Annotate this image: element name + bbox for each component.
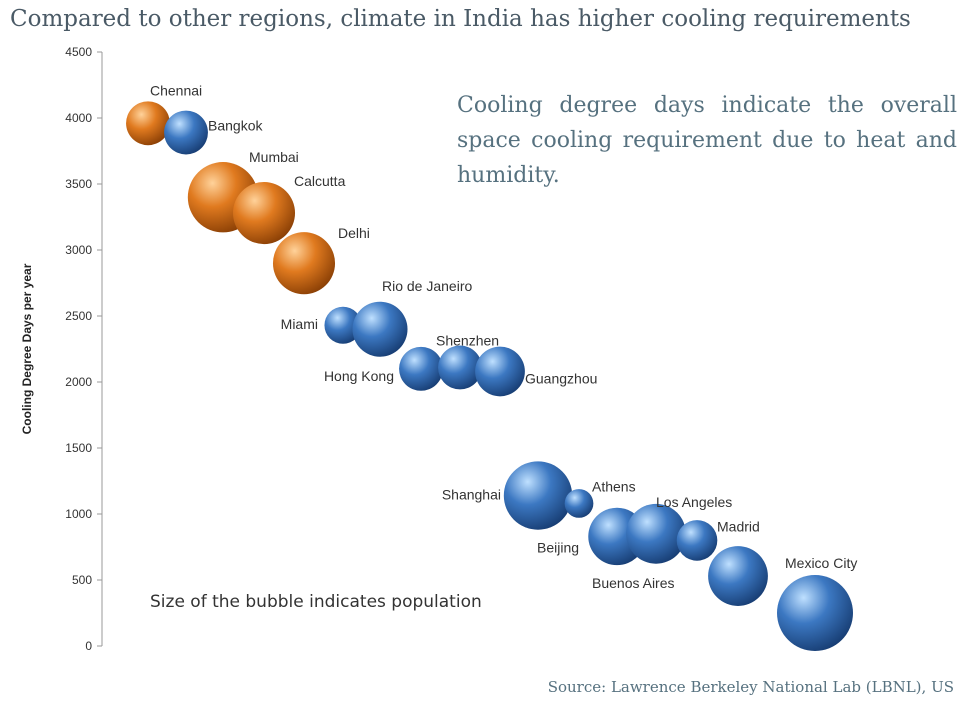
bubble-guangzhou	[475, 346, 525, 397]
label-buenos-aires: Buenos Aires	[592, 575, 675, 591]
y-axis-title: Cooling Degree Days per year	[20, 263, 34, 434]
label-miami: Miami	[281, 316, 318, 332]
y-tick-label: 3500	[65, 177, 92, 191]
bubble-bangkok	[164, 110, 208, 155]
bubble-shanghai	[503, 461, 573, 530]
bubble-buenos-aires	[708, 546, 768, 606]
bubble-chennai	[126, 101, 170, 146]
bubble-miami	[324, 306, 362, 344]
y-tick-label: 3000	[65, 243, 92, 257]
label-delhi: Delhi	[338, 225, 370, 241]
bubble-layer	[126, 101, 853, 651]
bubble-athens	[564, 489, 594, 518]
label-athens: Athens	[592, 478, 636, 494]
y-tick-label: 0	[85, 639, 92, 653]
chart-title: Compared to other regions, climate in In…	[10, 6, 911, 32]
label-calcutta: Calcutta	[294, 173, 346, 189]
label-beijing: Beijing	[537, 539, 579, 555]
label-mumbai: Mumbai	[249, 149, 299, 165]
y-tick-label: 2500	[65, 309, 92, 323]
y-tick-label: 4500	[65, 45, 92, 59]
label-mexico-city: Mexico City	[785, 555, 857, 571]
bubble-calcutta	[232, 182, 296, 245]
label-hong-kong: Hong Kong	[324, 368, 394, 384]
bubble-rio-de-janeiro	[352, 301, 408, 357]
bubble-mexico-city	[777, 575, 853, 651]
label-guangzhou: Guangzhou	[525, 370, 597, 386]
y-tick-label: 2000	[65, 375, 92, 389]
y-tick-label: 1000	[65, 507, 92, 521]
bubble-hong-kong	[399, 346, 443, 391]
label-chennai: Chennai	[150, 82, 202, 98]
label-layer: Chennai Bangkok Mumbai Calcutta Delhi Miami Ri…	[150, 82, 857, 591]
bubble-delhi	[272, 232, 336, 295]
bubble-shenzhen	[438, 345, 482, 390]
label-bangkok: Bangkok	[208, 118, 263, 134]
label-los-angeles: Los Angeles	[656, 494, 732, 510]
label-shenzhen: Shenzhen	[436, 332, 499, 348]
y-tick-label: 4000	[65, 111, 92, 125]
source-credit: Source: Lawrence Berkeley National Lab (…	[547, 678, 954, 696]
bubble-los-angeles	[626, 503, 686, 564]
label-rio-de-janeiro: Rio de Janeiro	[382, 278, 472, 294]
bubble-size-note: Size of the bubble indicates population	[150, 592, 482, 612]
annotation-note: Cooling degree days indicate the overall…	[457, 93, 957, 188]
y-axis: 0 500 1000 1500 2000 2500 3000 3500 4000 4500 Cool…	[20, 45, 103, 653]
bubble-madrid	[676, 520, 718, 561]
label-madrid: Madrid	[717, 518, 760, 534]
y-tick-label: 500	[72, 573, 92, 587]
y-tick-label: 1500	[65, 441, 92, 455]
label-shanghai: Shanghai	[442, 487, 501, 503]
